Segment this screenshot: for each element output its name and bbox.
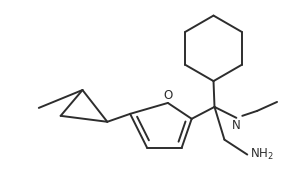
- Text: NH$_2$: NH$_2$: [250, 147, 274, 162]
- Text: O: O: [163, 89, 173, 102]
- Text: N: N: [232, 119, 241, 132]
